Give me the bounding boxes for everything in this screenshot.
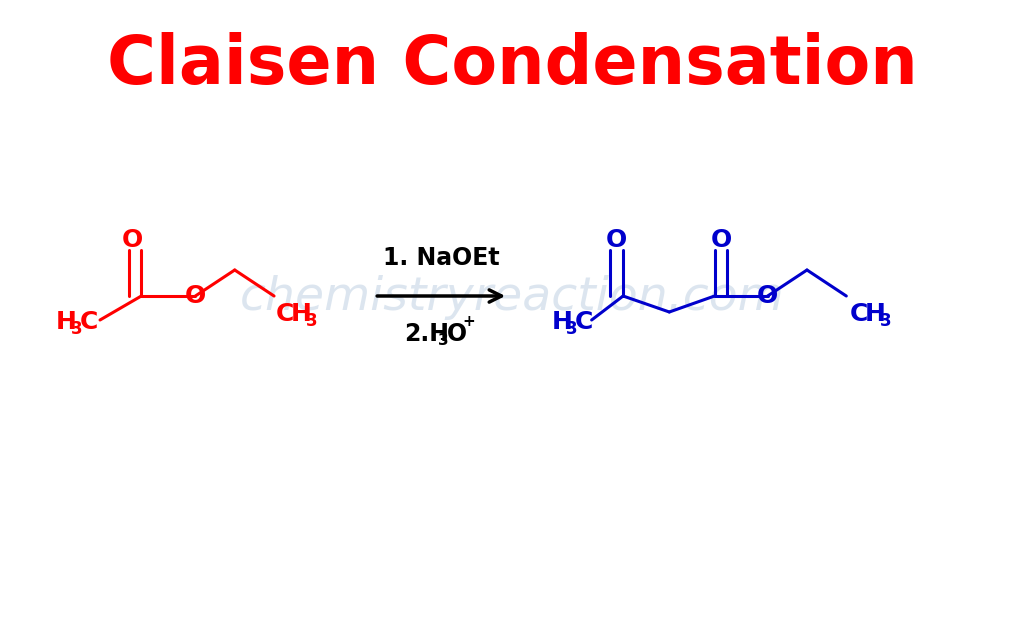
Text: 3: 3 [71, 320, 82, 338]
Text: 3: 3 [566, 320, 578, 338]
Text: H: H [865, 302, 886, 326]
Text: O: O [447, 322, 467, 346]
Text: 2.H: 2.H [403, 322, 449, 346]
Text: O: O [606, 228, 628, 252]
Text: H: H [55, 310, 77, 334]
Text: C: C [80, 310, 97, 334]
Text: C: C [276, 302, 294, 326]
Text: C: C [850, 302, 868, 326]
Text: H: H [291, 302, 311, 326]
Text: O: O [757, 284, 778, 308]
Text: O: O [122, 228, 142, 252]
Text: chemistryreaction.com: chemistryreaction.com [240, 275, 784, 320]
Text: O: O [184, 284, 206, 308]
Text: 1. NaOEt: 1. NaOEt [383, 246, 500, 270]
Text: +: + [463, 315, 475, 330]
Text: H: H [551, 310, 572, 334]
Text: 3: 3 [438, 334, 449, 349]
Text: 3: 3 [880, 312, 891, 330]
Text: O: O [711, 228, 731, 252]
Text: 3: 3 [305, 312, 317, 330]
Text: Claisen Condensation: Claisen Condensation [106, 32, 918, 98]
Text: C: C [574, 310, 593, 334]
